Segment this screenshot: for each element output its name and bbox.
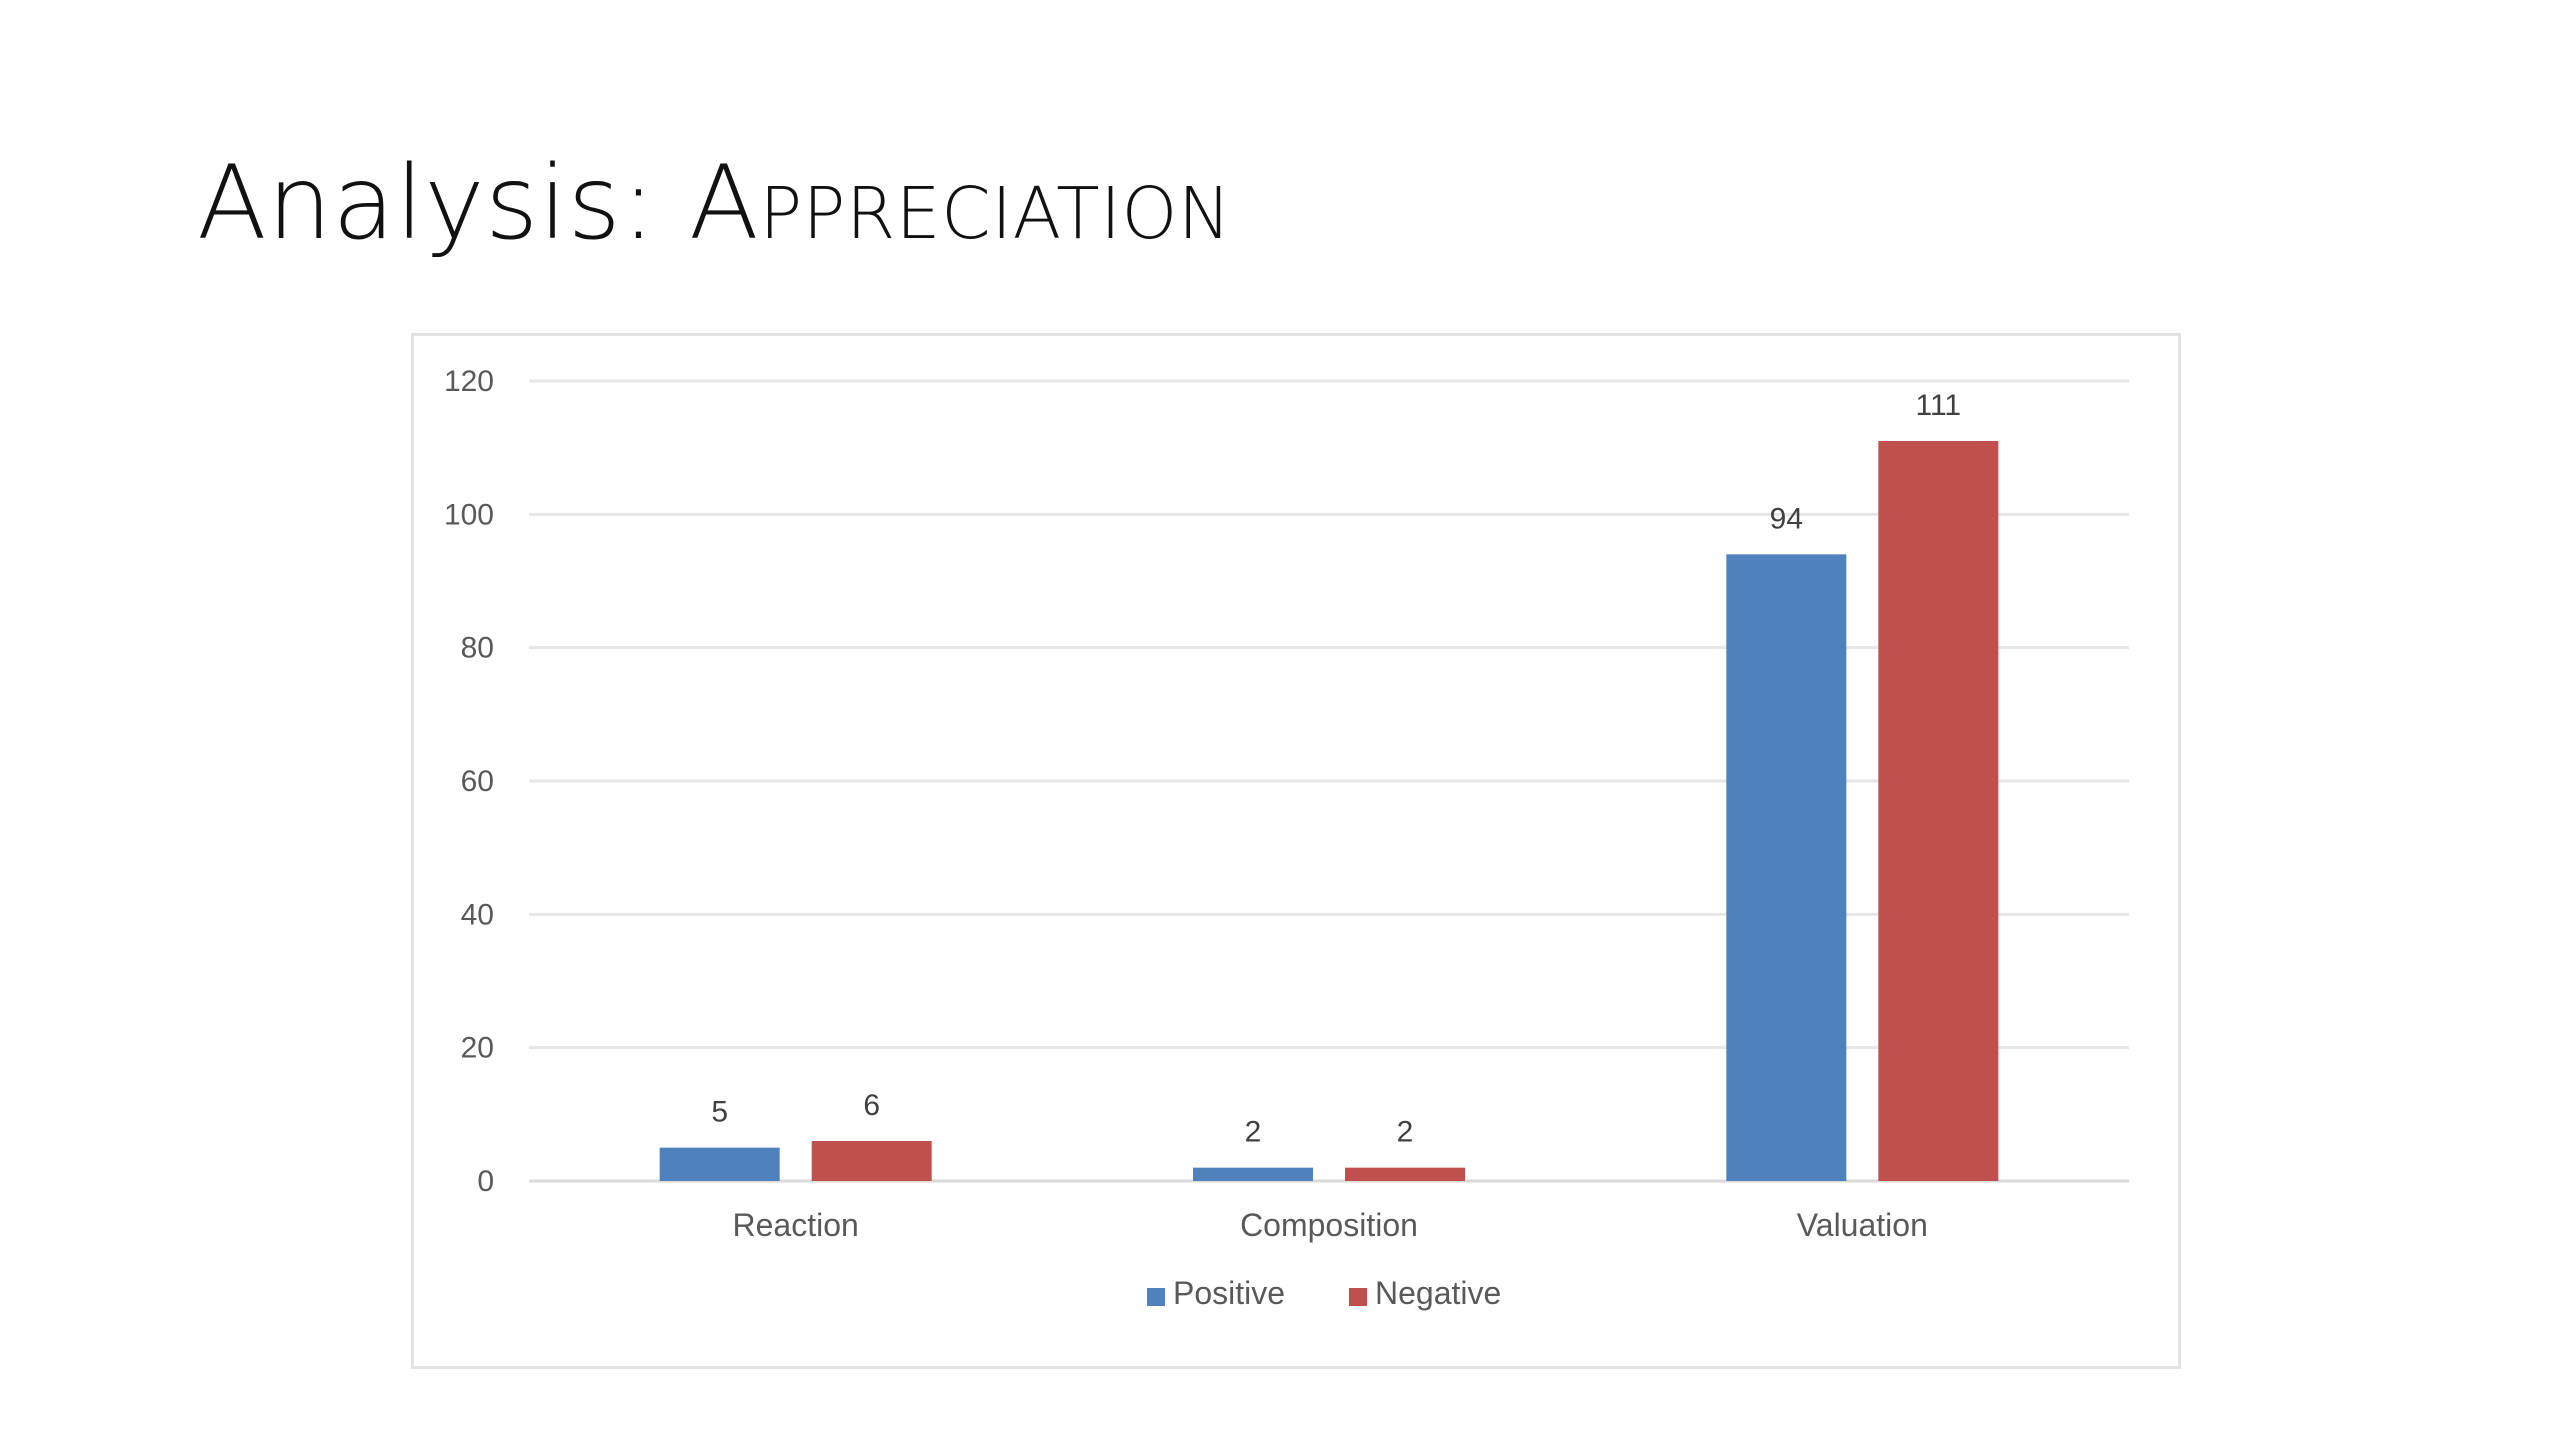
y-tick-label: 20 bbox=[461, 1032, 494, 1065]
bar-positive-composition bbox=[1193, 1167, 1313, 1181]
data-label: 111 bbox=[1916, 389, 1962, 422]
slide-title-caps: Appreciation bbox=[689, 144, 1232, 263]
data-label: 2 bbox=[1397, 1116, 1414, 1149]
y-tick-label: 80 bbox=[461, 632, 494, 665]
bar-negative-composition bbox=[1345, 1167, 1465, 1181]
data-label: 6 bbox=[863, 1089, 880, 1122]
data-label: 2 bbox=[1245, 1116, 1262, 1149]
y-tick-label: 40 bbox=[461, 898, 494, 931]
legend-swatch-negative bbox=[1349, 1288, 1367, 1306]
bar-positive-valuation bbox=[1726, 554, 1847, 1181]
bar-chart: 0 20 40 60 80 100 120 5 6 Reaction 2 2 Composition 94… bbox=[444, 365, 2129, 1311]
bar-negative-reaction bbox=[811, 1141, 932, 1181]
slide-title: Analysis: Appreciation bbox=[197, 147, 1232, 260]
y-tick-label: 60 bbox=[461, 765, 494, 798]
legend-label-positive: Positive bbox=[1173, 1275, 1285, 1311]
x-category-label: Valuation bbox=[1797, 1207, 1928, 1243]
y-tick-label: 100 bbox=[444, 498, 494, 531]
bar-negative-valuation bbox=[1878, 441, 1999, 1181]
y-tick-label: 0 bbox=[477, 1165, 494, 1198]
chart-frame: 0 20 40 60 80 100 120 5 6 Reaction 2 2 Composition 94… bbox=[411, 333, 2181, 1369]
slide-title-prefix: Analysis: bbox=[197, 144, 690, 263]
legend-swatch-positive bbox=[1147, 1288, 1165, 1306]
x-category-label: Reaction bbox=[733, 1207, 859, 1243]
legend-label-negative: Negative bbox=[1375, 1275, 1501, 1311]
data-label: 5 bbox=[711, 1096, 728, 1129]
data-label: 94 bbox=[1770, 502, 1803, 535]
y-tick-label: 120 bbox=[444, 365, 494, 398]
bar-positive-reaction bbox=[659, 1147, 780, 1181]
x-category-label: Composition bbox=[1240, 1207, 1418, 1243]
